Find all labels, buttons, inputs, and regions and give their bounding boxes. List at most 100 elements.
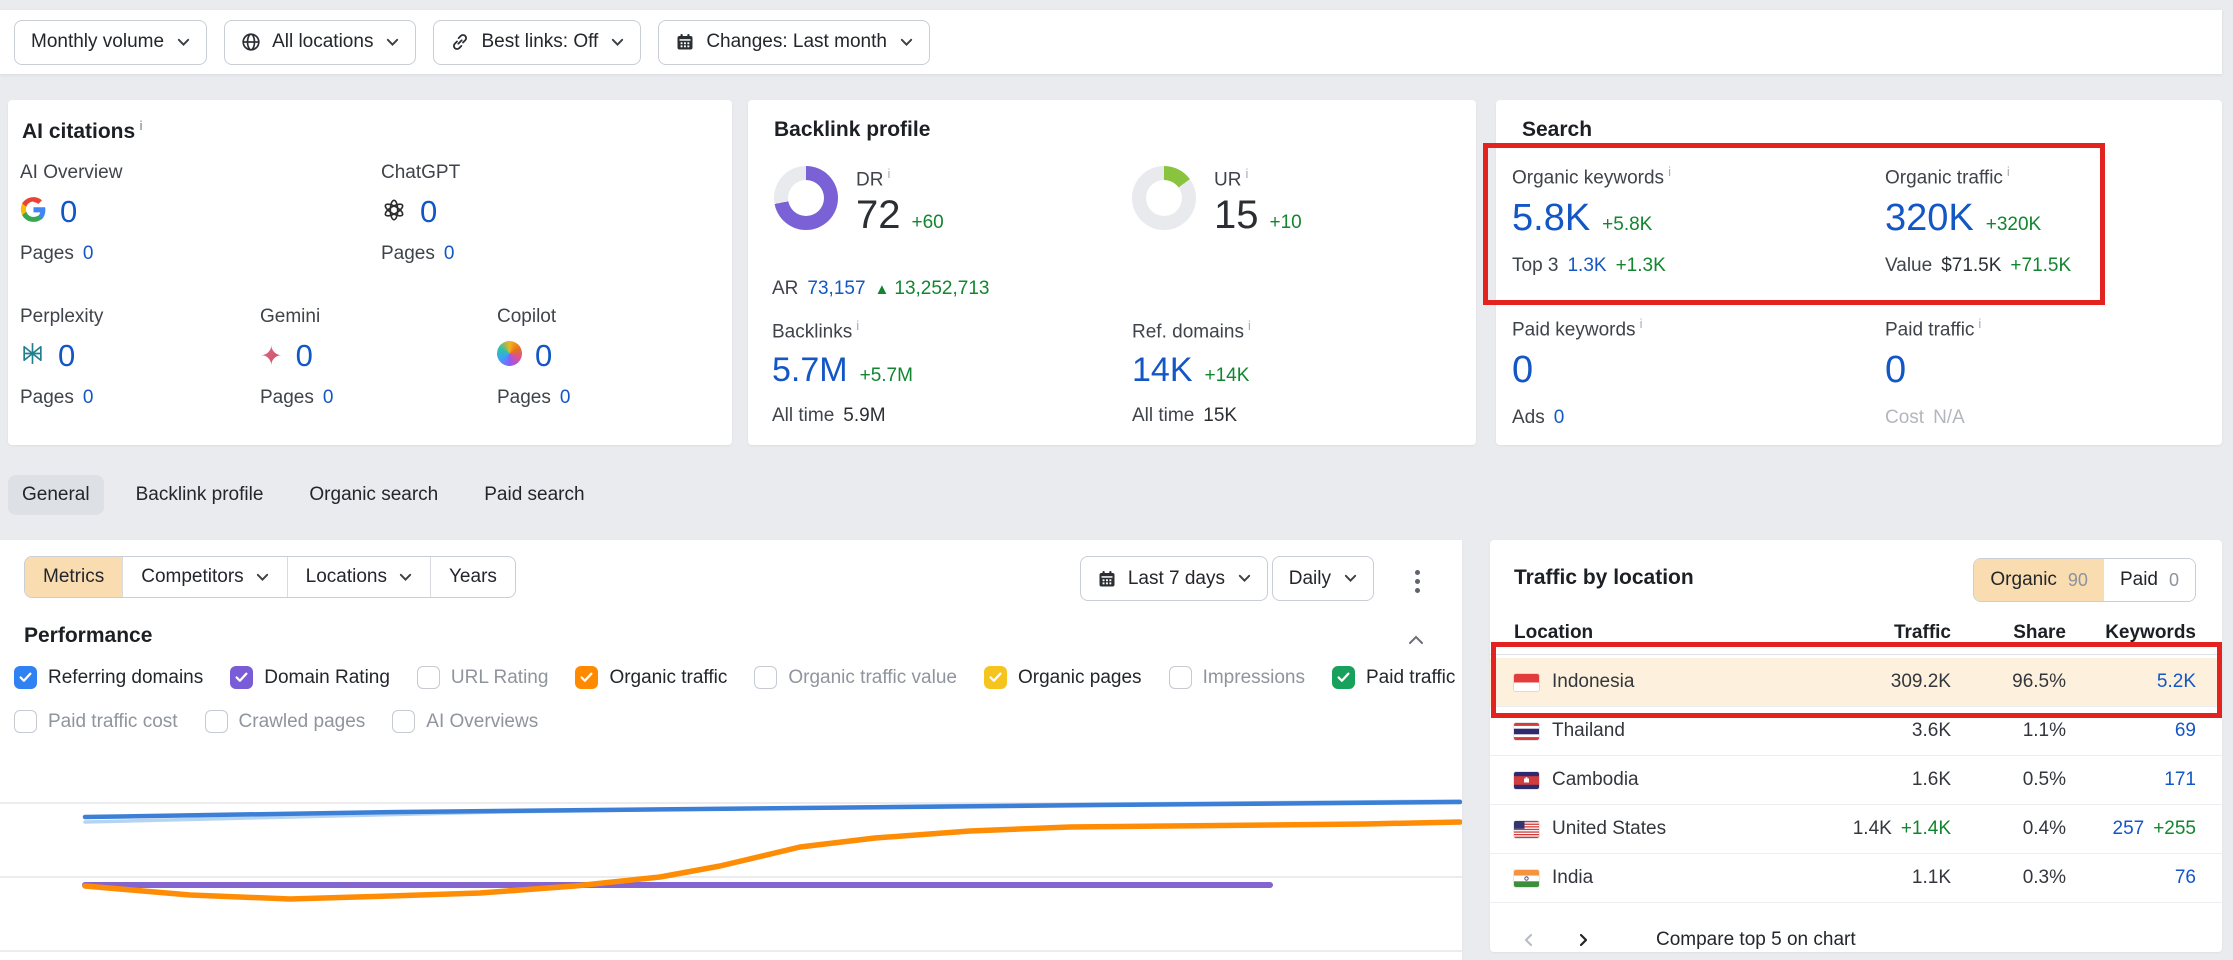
- ai-citations-count[interactable]: 0: [58, 338, 76, 373]
- paid-keywords-label: Paid keywords i: [1512, 316, 1642, 341]
- tab-organic-search[interactable]: Organic search: [295, 475, 452, 515]
- metric-toggle-ai-overviews[interactable]: AI Overviews: [392, 710, 538, 733]
- keywords-link[interactable]: 76: [2174, 867, 2196, 888]
- paid-traffic-value[interactable]: 0: [1885, 349, 1907, 392]
- metric-label: Paid traffic cost: [48, 710, 178, 732]
- dr-label-text: DR: [856, 169, 884, 191]
- location-row-thailand[interactable]: Thailand 3.6K 1.1% 69: [1490, 707, 2222, 756]
- ai-citations-count[interactable]: 0: [295, 338, 313, 373]
- checkbox-icon[interactable]: [983, 666, 1007, 689]
- collapse-section-button[interactable]: [1408, 632, 1424, 650]
- metric-toggle-impressions[interactable]: Impressions: [1168, 666, 1305, 689]
- toggle-organic[interactable]: Organic 90: [1974, 559, 2104, 601]
- chevron-down-icon: [177, 38, 190, 47]
- metric-toggle-referring-domains[interactable]: Referring domains: [14, 666, 203, 689]
- keywords-link[interactable]: 69: [2174, 720, 2196, 741]
- pages-count-link[interactable]: 0: [559, 387, 571, 408]
- checkbox-icon[interactable]: [392, 710, 416, 733]
- date-range-button[interactable]: Last 7 days: [1079, 556, 1268, 601]
- value-label: Value: [1885, 255, 1933, 277]
- pages-count-link[interactable]: 0: [82, 243, 94, 264]
- location-name: Cambodia: [1552, 769, 1639, 790]
- segment-competitors[interactable]: Competitors: [123, 557, 288, 597]
- metric-toggle-paid-traffic-cost[interactable]: Paid traffic cost: [14, 710, 178, 733]
- toolbar-filter-button[interactable]: Best links: Off: [433, 19, 642, 65]
- traffic-value: 309.2K: [1890, 671, 1951, 692]
- location-row-united-states[interactable]: United States 1.4K +1.4K 0.4% 257 +255: [1490, 805, 2222, 854]
- location-row-indonesia[interactable]: Indonesia 309.2K 96.5% 5.2K: [1490, 658, 2222, 707]
- pages-count-link[interactable]: 0: [443, 243, 455, 264]
- ads-value-link[interactable]: 0: [1553, 407, 1565, 429]
- backlinks-value[interactable]: 5.7M: [772, 351, 848, 390]
- checkbox-icon[interactable]: [1331, 666, 1355, 689]
- ai-citations-count[interactable]: 0: [420, 194, 438, 229]
- metric-toggle-crawled-pages[interactable]: Crawled pages: [204, 710, 366, 733]
- metric-toggle-organic-traffic[interactable]: Organic traffic: [575, 666, 727, 689]
- checkbox-icon[interactable]: [416, 666, 440, 689]
- ref-domains-label-text: Ref. domains: [1132, 321, 1244, 343]
- tab-general[interactable]: General: [8, 475, 104, 515]
- metric-toggle-url-rating[interactable]: URL Rating: [416, 666, 548, 689]
- keywords-link[interactable]: 171: [2164, 769, 2196, 790]
- tab-backlink-profile[interactable]: Backlink profile: [122, 475, 278, 515]
- previous-page-button[interactable]: [1514, 925, 1544, 955]
- segment-metrics[interactable]: Metrics: [25, 557, 124, 597]
- checkbox-icon[interactable]: [754, 666, 778, 689]
- location-row-cambodia[interactable]: Cambodia 1.6K 0.5% 171: [1490, 756, 2222, 805]
- pages-count-link[interactable]: 0: [82, 387, 94, 408]
- checkbox-icon[interactable]: [575, 666, 599, 689]
- ai-citations-count[interactable]: 0: [60, 194, 78, 229]
- paid-traffic-label-text: Paid traffic: [1885, 319, 1975, 341]
- checkbox-icon[interactable]: [1168, 666, 1192, 689]
- checkbox-icon[interactable]: [14, 666, 37, 689]
- toolbar-filter-button[interactable]: All locations: [224, 19, 417, 65]
- pages-label: Pages: [20, 243, 74, 264]
- toolbar-filter-button[interactable]: Monthly volume: [14, 19, 208, 65]
- keywords-link[interactable]: 257: [2112, 818, 2145, 839]
- column-traffic: Traffic: [1893, 622, 1951, 643]
- tab-paid-search[interactable]: Paid search: [470, 475, 598, 515]
- metric-toggle-paid-traffic[interactable]: Paid traffic: [1331, 666, 1455, 689]
- granularity-button[interactable]: Daily: [1271, 556, 1374, 601]
- pages-count-link[interactable]: 0: [322, 387, 334, 408]
- keywords-link[interactable]: 5.2K: [2156, 671, 2196, 692]
- ref-domains-change: +14K: [1204, 365, 1250, 387]
- metric-toggle-organic-traffic-value[interactable]: Organic traffic value: [754, 666, 957, 689]
- toolbar-filter-button[interactable]: Changes: Last month: [658, 19, 930, 65]
- next-page-button[interactable]: [1568, 925, 1598, 955]
- checkbox-icon[interactable]: [14, 710, 37, 733]
- ref-domains-sub-value: 15K: [1203, 405, 1238, 427]
- ai-citation-item: ChatGPT 0 Pages 0: [381, 162, 721, 265]
- ref-domains-value[interactable]: 14K: [1132, 351, 1193, 390]
- share-value: 1.1%: [2022, 720, 2066, 741]
- info-icon: i: [1639, 316, 1643, 331]
- paid-keywords-value[interactable]: 0: [1512, 349, 1534, 392]
- segment-years[interactable]: Years: [431, 557, 515, 597]
- gemini-icon: ✦: [260, 340, 283, 371]
- toggle-paid[interactable]: Paid 0: [2103, 559, 2195, 601]
- metric-toggle-domain-rating[interactable]: Domain Rating: [230, 666, 390, 689]
- ai-source-name: Perplexity: [20, 306, 104, 327]
- ai-citation-item: AI Overview 0 Pages 0: [20, 162, 360, 265]
- google-icon: [20, 196, 47, 228]
- ai-citations-count[interactable]: 0: [535, 338, 553, 373]
- checkbox-icon[interactable]: [230, 666, 254, 689]
- metric-label: Crawled pages: [238, 710, 366, 732]
- ar-value-link[interactable]: 73,157: [807, 278, 866, 299]
- compare-top5-link[interactable]: Compare top 5 on chart: [1656, 929, 1856, 950]
- checkbox-icon[interactable]: [204, 710, 228, 733]
- more-options-button[interactable]: [1411, 566, 1424, 597]
- country-flag-icon: [1514, 771, 1539, 789]
- top3-value-link[interactable]: 1.3K: [1567, 255, 1607, 277]
- calendar-icon: [675, 32, 695, 52]
- top-toolbar: Monthly volume All locations Best links:…: [0, 10, 2222, 74]
- organic-keywords-value[interactable]: 5.8K: [1512, 197, 1591, 240]
- organic-traffic-value[interactable]: 320K: [1885, 197, 1974, 240]
- segment-locations[interactable]: Locations: [288, 557, 431, 597]
- metric-toggle-organic-pages[interactable]: Organic pages: [983, 666, 1142, 689]
- paid-keywords-stat: Paid keywords i 0 Ads 0: [1512, 316, 1642, 429]
- location-name: United States: [1552, 818, 1667, 839]
- share-value: 0.4%: [2022, 818, 2066, 839]
- location-row-india[interactable]: India 1.1K 0.3% 76: [1490, 854, 2222, 903]
- date-range-label: Last 7 days: [1127, 567, 1225, 589]
